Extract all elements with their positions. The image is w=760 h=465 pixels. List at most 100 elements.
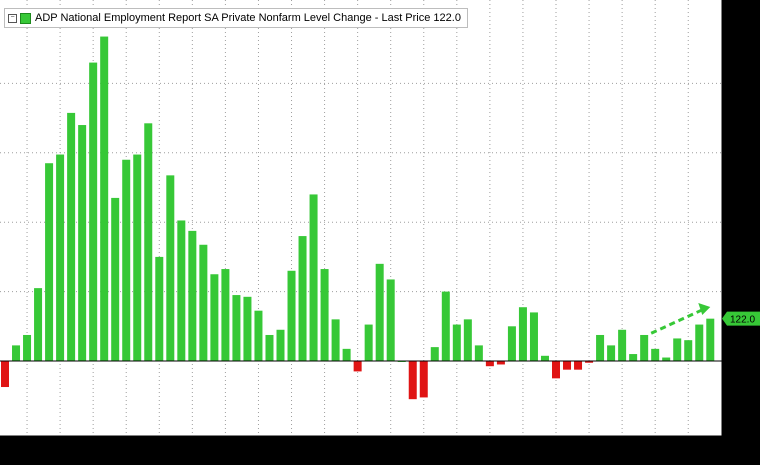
- bar: [364, 324, 373, 361]
- bar: [673, 338, 682, 361]
- bar: [540, 355, 549, 361]
- bar: [507, 326, 516, 361]
- x-tick-label: Jun: [417, 440, 432, 450]
- axes: [0, 0, 760, 437]
- x-tick-label: Dec: [482, 440, 499, 450]
- bar: [155, 256, 164, 361]
- x-tick-label: Dec: [614, 440, 631, 450]
- bar: [618, 329, 627, 361]
- bar: [221, 269, 230, 361]
- bar: [585, 361, 594, 363]
- y-tick-label: -200: [730, 426, 750, 437]
- legend-toggle-icon[interactable]: −: [8, 13, 17, 23]
- bar: [662, 357, 671, 361]
- bar: [408, 361, 417, 400]
- bar: [640, 334, 649, 361]
- x-tick-label: Sep: [317, 440, 333, 450]
- bar: [529, 312, 538, 361]
- bar: [23, 334, 32, 361]
- bar: [78, 125, 87, 361]
- x-tick-label: Mar: [647, 440, 663, 450]
- bar: [375, 263, 384, 361]
- bar: [607, 345, 616, 361]
- bar: [133, 154, 142, 361]
- x-tick-label: Jun: [20, 440, 35, 450]
- x-tick-label: Jun: [549, 440, 564, 450]
- bar: [254, 310, 263, 361]
- bar: [265, 334, 274, 361]
- x-tick-label: Jun: [284, 440, 299, 450]
- bar: [552, 361, 560, 379]
- bar: [287, 270, 296, 361]
- x-tick-label: Mar: [515, 440, 531, 450]
- bar: [100, 36, 109, 362]
- bar: [67, 112, 76, 362]
- bars: [1, 36, 715, 400]
- bar: [596, 334, 605, 361]
- bar: [353, 361, 362, 372]
- bar: [188, 230, 197, 361]
- x-tick-label: Jun: [681, 440, 696, 450]
- bar: [574, 361, 583, 370]
- bar: [232, 295, 241, 361]
- bar: [496, 361, 505, 365]
- bar: [199, 244, 208, 361]
- bar: [629, 354, 638, 361]
- x-year-label: 2022: [171, 450, 191, 460]
- y-tick-label: 0: [730, 357, 736, 368]
- x-tick-label: Sep: [52, 440, 68, 450]
- legend-label: ADP National Employment Report SA Privat…: [35, 12, 461, 24]
- bar: [463, 319, 472, 361]
- x-tick-label: Dec: [350, 440, 367, 450]
- last-price-label: 122.0: [730, 315, 755, 326]
- x-year-label: 2024: [436, 450, 456, 460]
- x-year-label: 2023: [304, 450, 324, 460]
- y-tick-label: 800: [730, 79, 747, 90]
- x-tick-label: Mar: [383, 440, 399, 450]
- bar: [166, 175, 175, 361]
- bar: [563, 361, 572, 370]
- x-tick-label: Sep: [581, 440, 597, 450]
- bar: [243, 296, 252, 361]
- y-tick-label: 200: [730, 288, 747, 299]
- bar: [695, 324, 704, 361]
- x-year-label: 2026: [700, 450, 720, 460]
- bar: [706, 318, 715, 361]
- bar: [320, 269, 329, 361]
- bar: [144, 123, 153, 362]
- x-tick-label: Dec: [217, 440, 234, 450]
- x-year-label: 2025: [568, 450, 588, 460]
- bar: [474, 345, 483, 361]
- gridlines: [0, 0, 722, 436]
- bar: [177, 220, 186, 361]
- x-year-label: 2021: [39, 450, 59, 460]
- bar: [430, 347, 439, 361]
- tick-labels: -200 0 200 400 600 800 1000 Jun Sep Dec Mar Jun Sep D…: [20, 10, 756, 460]
- bar: [1, 361, 9, 388]
- y-tick-label: 600: [730, 149, 747, 160]
- legend[interactable]: − ADP National Employment Report SA Priv…: [4, 8, 468, 28]
- bar: [684, 340, 693, 361]
- y-tick-label: 400: [730, 218, 747, 229]
- x-tick-label: Jun: [152, 440, 167, 450]
- bar: [34, 288, 43, 361]
- trend-arrow-head: [698, 302, 711, 315]
- last-price-tag: [722, 311, 760, 326]
- bar: [342, 348, 351, 361]
- x-tick-label: Mar: [118, 440, 134, 450]
- bar: [331, 319, 340, 361]
- bar: [518, 307, 527, 361]
- y-tick-label: 1000: [730, 10, 753, 21]
- bar: [12, 345, 21, 361]
- legend-swatch: [20, 12, 31, 24]
- x-tick-label: Mar: [251, 440, 267, 450]
- bar: [419, 361, 428, 398]
- bar: [45, 163, 54, 361]
- x-tick-label: Sep: [449, 440, 465, 450]
- x-tick-label: Sep: [184, 440, 200, 450]
- bar: [276, 329, 285, 361]
- bar: [56, 154, 65, 361]
- x-tick-label: Dec: [85, 440, 102, 450]
